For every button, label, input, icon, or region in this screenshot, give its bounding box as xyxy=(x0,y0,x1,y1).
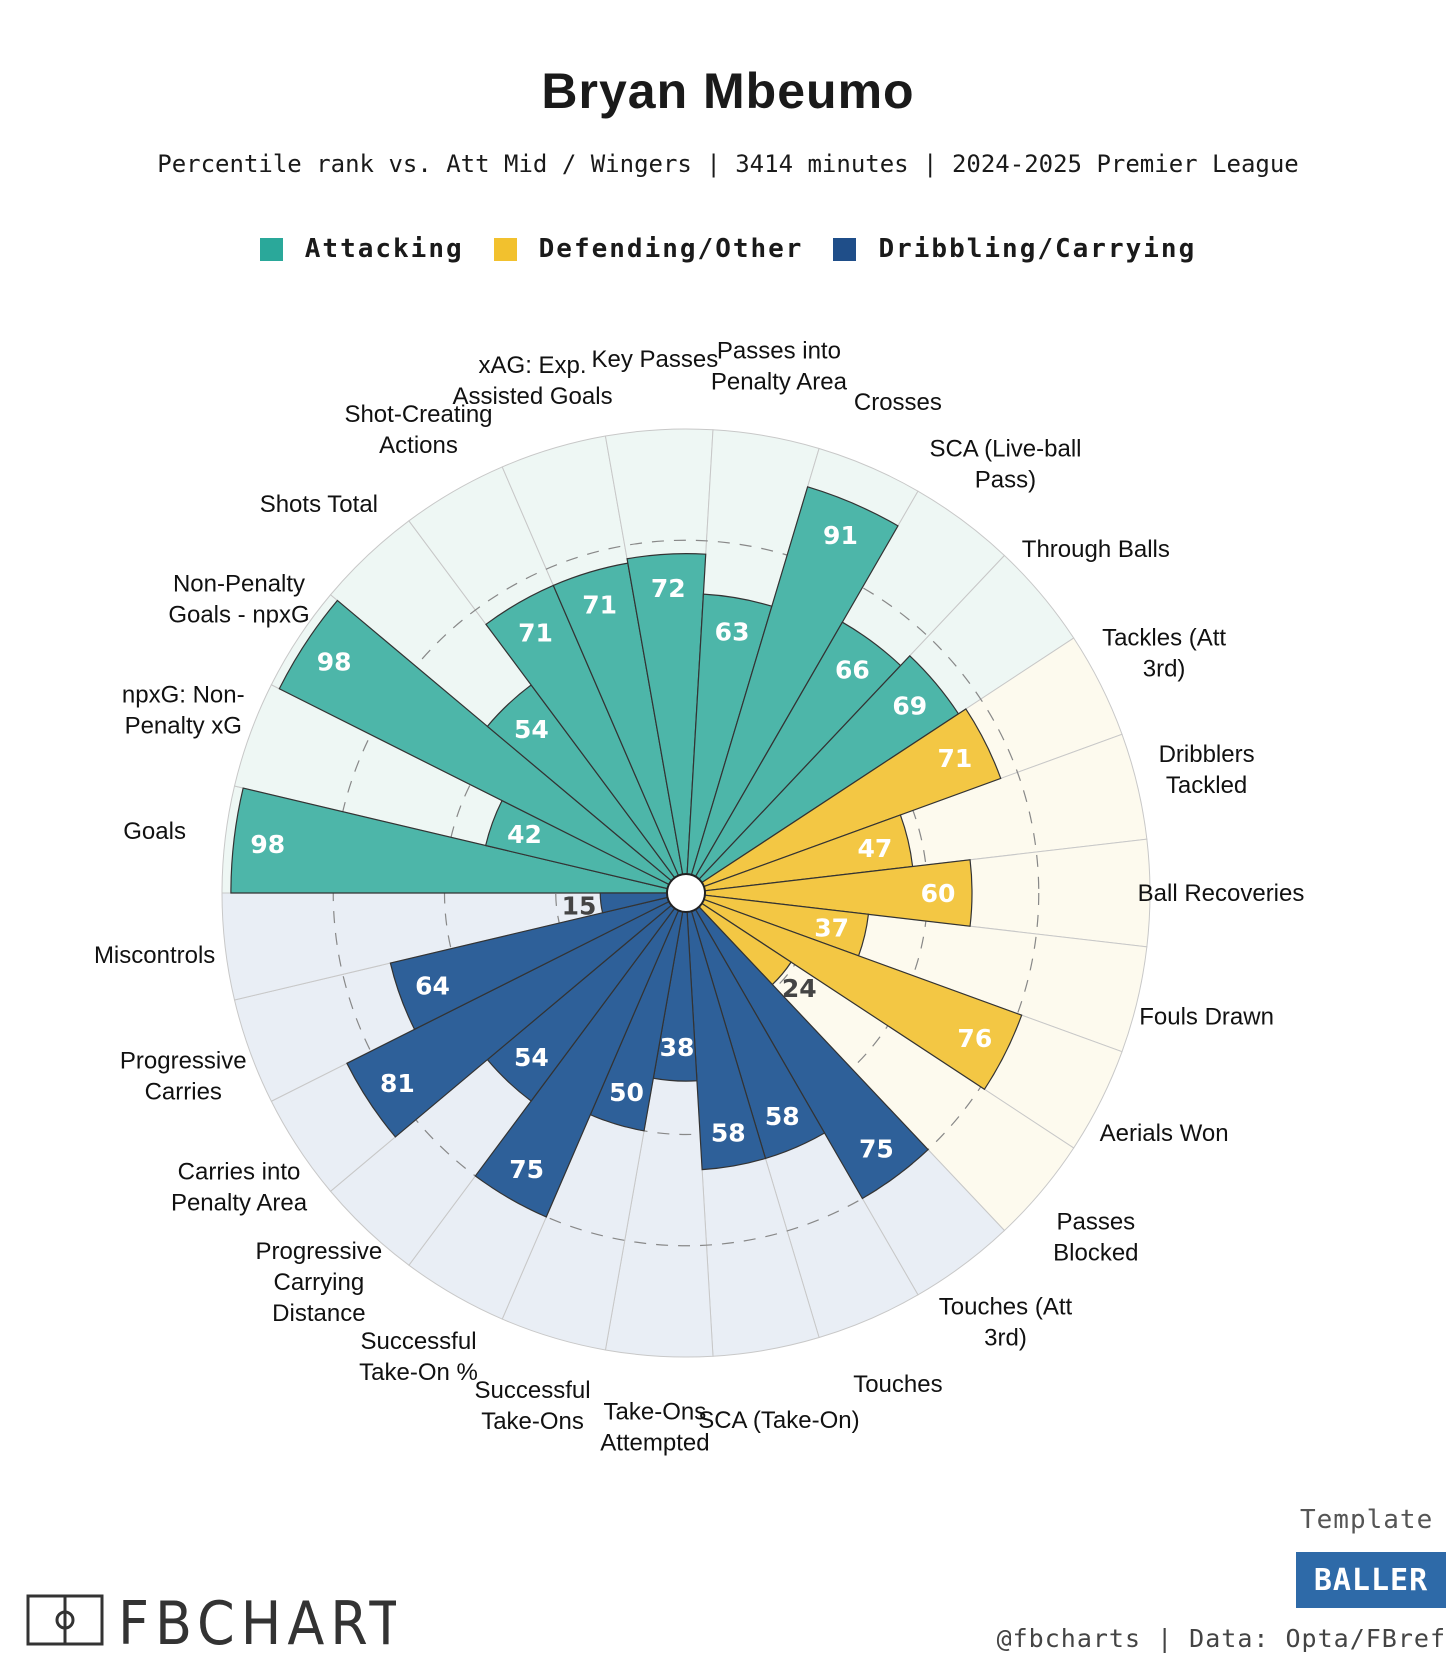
value-label: 37 xyxy=(814,914,849,943)
legend-label-dribbling: Dribbling/Carrying xyxy=(878,234,1197,264)
category-label: Progressive Carrying Distance xyxy=(256,1238,383,1327)
category-label: Take-Ons Attempted xyxy=(600,1399,709,1457)
category-label: Passes into Penalty Area xyxy=(711,338,848,396)
legend-swatch-defending xyxy=(493,237,517,261)
value-label: 38 xyxy=(660,1033,695,1062)
value-label: 75 xyxy=(859,1135,894,1164)
value-label: 50 xyxy=(609,1078,644,1107)
category-label: Successful Take-On % xyxy=(359,1328,478,1386)
category-label: Miscontrols xyxy=(94,942,215,969)
value-label: 54 xyxy=(514,715,549,744)
template-label: Template xyxy=(1300,1505,1434,1535)
value-label: 71 xyxy=(582,591,617,620)
category-label: Passes Blocked xyxy=(1053,1208,1138,1266)
legend-label-attacking: Attacking xyxy=(304,234,464,264)
category-label: Aerials Won xyxy=(1100,1120,1229,1147)
value-label: 75 xyxy=(509,1155,544,1184)
logo-text: FBCHARTS xyxy=(118,1589,396,1652)
value-label: 42 xyxy=(507,820,542,849)
category-label: Touches xyxy=(853,1371,942,1398)
category-label: SCA (Take-On) xyxy=(698,1407,859,1434)
chart-subtitle: Percentile rank vs. Att Mid / Wingers | … xyxy=(157,150,1299,178)
category-label: Through Balls xyxy=(1022,536,1170,563)
value-label: 76 xyxy=(957,1024,992,1053)
value-label: 58 xyxy=(765,1102,800,1131)
value-label: 71 xyxy=(938,744,973,773)
value-label: 24 xyxy=(782,974,817,1003)
value-label: 81 xyxy=(380,1069,415,1098)
category-label: Goals xyxy=(123,818,186,845)
category-label: Crosses xyxy=(854,389,942,416)
legend-item-dribbling: Dribbling/Carrying xyxy=(833,234,1196,264)
value-label: 63 xyxy=(715,618,750,647)
category-label: Carries into Penalty Area xyxy=(171,1158,308,1216)
legend-item-attacking: Attacking xyxy=(259,234,464,264)
bars xyxy=(230,486,1023,1218)
category-label: Shots Total xyxy=(260,491,378,518)
legend: Attacking Defending/Other Dribbling/Carr… xyxy=(0,234,1456,264)
center-hole xyxy=(666,873,706,913)
legend-label-defending: Defending/Other xyxy=(538,234,804,264)
category-label: Tackles (Att 3rd) xyxy=(1102,624,1226,682)
value-label: 91 xyxy=(823,521,858,550)
value-label: 71 xyxy=(518,618,553,647)
category-label: xAG: Exp. Assisted Goals xyxy=(453,352,613,410)
legend-swatch-attacking xyxy=(259,237,283,261)
value-label: 98 xyxy=(317,648,352,677)
category-label: npxG: Non-Penalty xG xyxy=(122,682,245,740)
category-label: Shot-Creating Actions xyxy=(344,401,492,459)
category-label: Touches (Att 3rd) xyxy=(939,1294,1073,1352)
value-label: 47 xyxy=(858,834,893,863)
value-label: 54 xyxy=(514,1043,549,1072)
value-label: 15 xyxy=(562,892,597,921)
legend-swatch-dribbling xyxy=(833,237,857,261)
credits: @fbcharts | Data: Opta/FBref xyxy=(996,1624,1446,1653)
category-label: Successful Take-Ons xyxy=(475,1377,591,1435)
value-label: 66 xyxy=(835,655,870,684)
value-label: 98 xyxy=(250,830,285,859)
value-label: 58 xyxy=(711,1118,746,1147)
fbcharts-logo: FBCHARTS xyxy=(26,1589,396,1652)
value-label: 64 xyxy=(415,971,450,1000)
category-label: Ball Recoveries xyxy=(1138,880,1305,907)
baller-badge: BALLER xyxy=(1296,1552,1446,1608)
category-label: SCA (Live-ball Pass) xyxy=(929,435,1081,493)
legend-item-defending: Defending/Other xyxy=(493,234,804,264)
category-labels: Goals npxG: Non-Penalty xG Non-Penalty Goal… xyxy=(94,338,1304,1457)
value-labels: 98 42 98 54 71 71 72 63 91 66 69 71 47 60 37 76 24 75 58 58… xyxy=(250,521,992,1184)
value-label: 69 xyxy=(892,691,927,720)
chart-title: Bryan Mbeumo xyxy=(541,63,915,119)
category-label: Key Passes xyxy=(592,346,719,373)
category-label: Non-Penalty Goals - npxG xyxy=(168,571,309,629)
value-label: 60 xyxy=(921,879,956,908)
value-label: 72 xyxy=(651,574,686,603)
category-label: Fouls Drawn xyxy=(1139,1003,1274,1030)
category-label: Dribblers Tackled xyxy=(1159,741,1255,799)
category-label: Progressive Carries xyxy=(120,1047,247,1105)
